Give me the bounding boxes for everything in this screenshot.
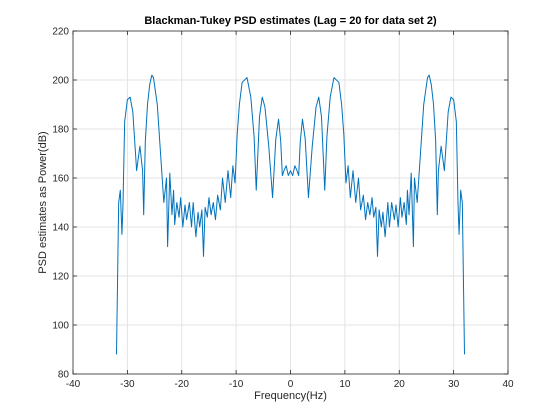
- y-tick-label: 140: [52, 223, 69, 234]
- x-tick-label: -40: [66, 379, 81, 390]
- x-tick-label: 0: [288, 379, 294, 390]
- y-tick-label: 120: [52, 272, 69, 283]
- x-tick-label: 10: [339, 379, 351, 390]
- x-ticks: -40 -30 -20 -10 0 10 20 30 40: [66, 31, 514, 390]
- x-tick-label: -30: [120, 379, 135, 390]
- y-tick-label: 200: [52, 76, 69, 87]
- y-tick-label: 100: [52, 321, 69, 332]
- y-tick-label: 180: [52, 125, 69, 136]
- x-tick-label: -20: [175, 379, 190, 390]
- y-tick-label: 160: [52, 174, 69, 185]
- y-axis-label: PSD estimates as Power(dB): [37, 131, 49, 273]
- x-tick-label: 40: [502, 379, 514, 390]
- grid: [73, 31, 508, 374]
- x-tick-label: -10: [229, 379, 244, 390]
- chart-title: Blackman-Tukey PSD estimates (Lag = 20 f…: [144, 15, 437, 27]
- y-ticks: 80 100 120 140 160 180 200 220: [52, 27, 508, 381]
- y-tick-label: 80: [58, 370, 70, 381]
- series-group: [116, 74, 465, 355]
- x-axis-label: Frequency(Hz): [254, 390, 327, 402]
- x-tick-label: 30: [448, 379, 460, 390]
- psd-series-line: [116, 74, 465, 355]
- y-tick-label: 220: [52, 27, 69, 38]
- x-tick-label: 20: [394, 379, 406, 390]
